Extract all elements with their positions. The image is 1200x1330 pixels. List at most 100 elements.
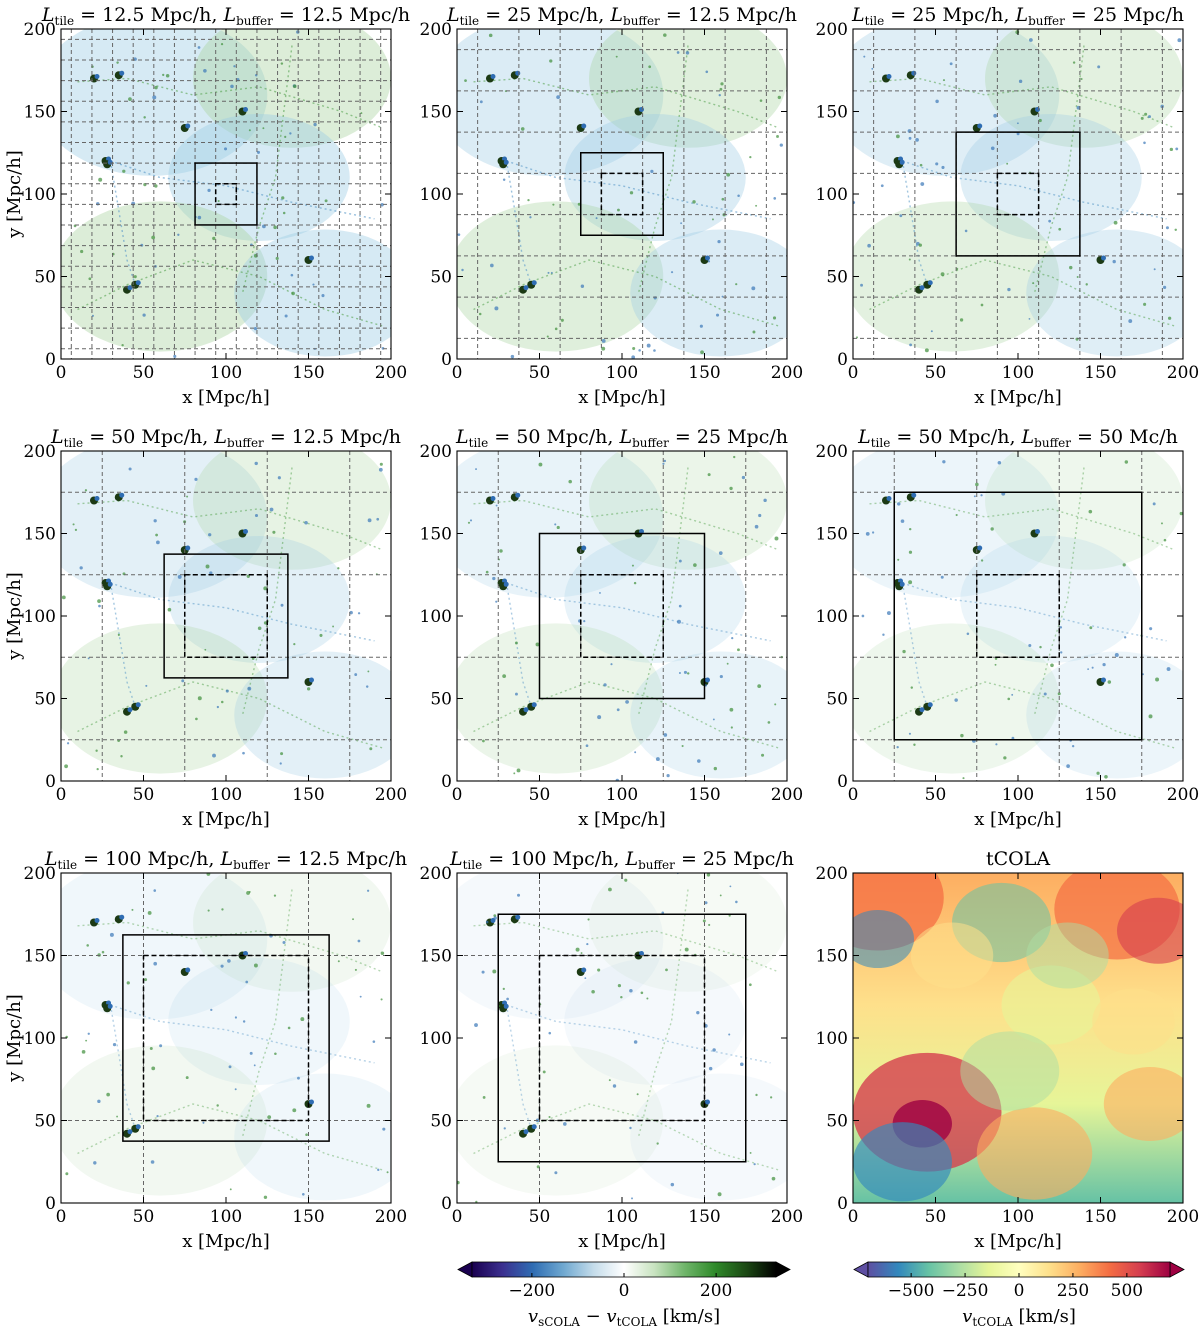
y-tick-label: 0 [837, 772, 848, 792]
particle [369, 747, 373, 751]
particle [65, 1172, 69, 1176]
particle [865, 531, 870, 536]
field-background [853, 29, 1183, 359]
field-background [457, 873, 787, 1203]
particle [754, 524, 759, 529]
x-tick-label: 100 [606, 363, 638, 383]
panel-3-field [853, 29, 1183, 359]
halo-edge-5 [515, 914, 521, 920]
velocity-wash-5 [1026, 229, 1183, 357]
particle [753, 1163, 756, 1166]
particle [860, 283, 863, 287]
particle [779, 143, 783, 147]
particle [960, 733, 964, 738]
x-tick-label: 150 [688, 1207, 720, 1227]
x-tick-label: 0 [452, 363, 463, 383]
particle [221, 908, 224, 911]
particle [144, 978, 148, 982]
particle [66, 742, 70, 745]
particle [662, 462, 665, 465]
particle [729, 885, 732, 888]
halo-edge-2 [927, 702, 933, 708]
particle [1016, 132, 1020, 136]
y-tick-label: 150 [816, 103, 848, 123]
field-background [61, 29, 391, 359]
velocity-wash-5 [1026, 651, 1183, 779]
particle [224, 147, 228, 151]
particle [116, 61, 119, 64]
panel-title: Ltile = 100 Mpc/h, Lbuffer = 12.5 Mpc/h [44, 848, 407, 872]
particle [1076, 275, 1079, 278]
particle [499, 549, 503, 553]
particle [1166, 667, 1171, 671]
particle [474, 1023, 478, 1027]
particle [935, 162, 939, 166]
particle [152, 95, 157, 100]
particle [233, 65, 236, 68]
particle [915, 138, 919, 142]
panel-title: Ltile = 100 Mpc/h, Lbuffer = 25 Mpc/h [449, 848, 794, 872]
particle [121, 343, 124, 347]
particle [755, 204, 758, 207]
x-tick-label: 50 [133, 785, 155, 805]
particle [159, 1044, 163, 1048]
particle [248, 890, 251, 893]
particle [321, 294, 325, 298]
particle [359, 995, 362, 998]
tcola-colorbar-label: vtCOLA [km/s] [962, 1306, 1076, 1329]
particle [98, 177, 103, 182]
particle [535, 642, 540, 647]
particle [210, 1008, 213, 1012]
particle [990, 146, 995, 151]
particle [98, 604, 101, 608]
particle [277, 476, 281, 480]
particle [629, 191, 634, 195]
particle [902, 649, 906, 654]
particle [740, 1062, 744, 1067]
particle [379, 462, 383, 466]
velocity-wash-5 [234, 229, 391, 357]
particle [123, 730, 128, 734]
tcola-blob-3 [1117, 897, 1183, 964]
particle [287, 1026, 291, 1030]
x-tick-label: 0 [56, 1207, 67, 1227]
halo-edge-6 [899, 159, 905, 165]
halo-edge-5 [119, 70, 125, 76]
particle [84, 489, 88, 492]
particle [212, 753, 216, 758]
particle [867, 243, 871, 248]
particle [154, 85, 158, 90]
halo-edge-3 [127, 707, 133, 713]
particle [631, 564, 634, 567]
particle [655, 757, 660, 762]
particle [478, 312, 482, 316]
y-tick-label: 100 [816, 185, 848, 205]
particle [629, 988, 633, 993]
particle [749, 155, 752, 159]
particle [220, 42, 224, 46]
y-axis-label: y [Mpc/h] [4, 150, 25, 239]
particle [908, 136, 912, 140]
y-tick-label: 200 [24, 20, 56, 40]
particle [1071, 744, 1075, 748]
particle [586, 942, 589, 946]
particle [204, 648, 207, 651]
velocity-wash-5 [630, 651, 787, 779]
x-tick-label: 50 [133, 1207, 155, 1227]
y-tick-label: 0 [441, 350, 452, 370]
particle [515, 692, 518, 696]
tcola-blob-7 [853, 909, 915, 969]
particle [1165, 226, 1169, 230]
particle [366, 1103, 371, 1108]
particle [490, 263, 494, 268]
y-tick-label: 50 [430, 690, 452, 710]
particle [959, 318, 964, 322]
particle [728, 914, 731, 917]
particle [751, 286, 756, 291]
particle [257, 626, 262, 631]
y-tick-label: 200 [420, 20, 452, 40]
particle [262, 127, 265, 130]
halo-edge-5 [911, 70, 917, 76]
particle [514, 641, 518, 645]
particle [631, 355, 636, 359]
